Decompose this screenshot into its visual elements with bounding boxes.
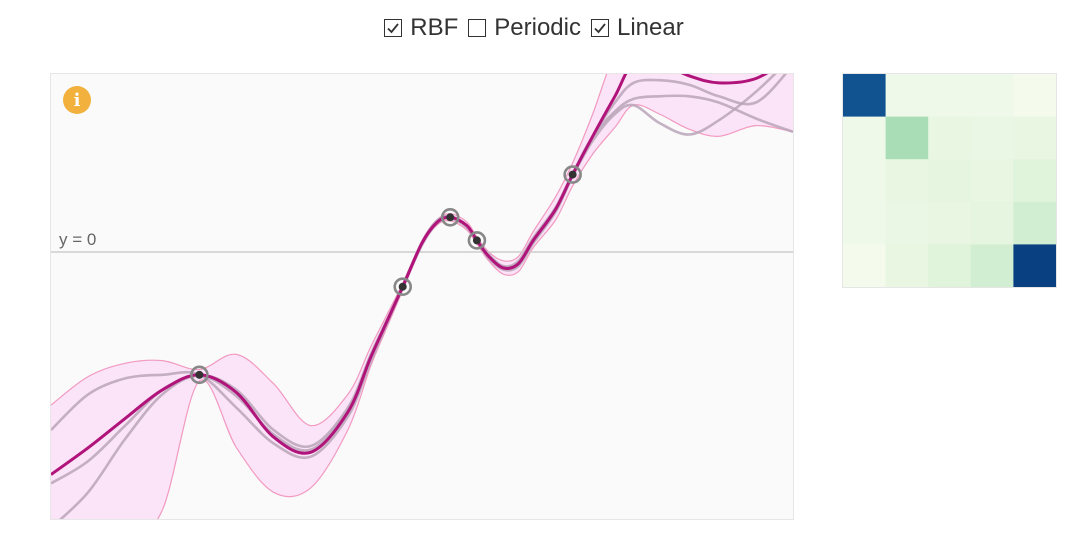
heatmap-cell-2-2 (928, 159, 972, 203)
kernel-toolbar: RBF Periodic Linear (0, 12, 1074, 44)
gp-plot-panel[interactable]: y = 0 i (50, 73, 794, 520)
heatmap-cell-1-0 (843, 116, 887, 160)
heatmap-cell-0-3 (970, 74, 1014, 118)
heatmap-cell-2-1 (885, 159, 929, 203)
info-icon-glyph: i (73, 89, 81, 111)
heatmap-cell-1-4 (1013, 116, 1056, 160)
observation-point-1 (195, 370, 204, 379)
covariance-heatmap (843, 74, 1056, 287)
observation-ring-3 (440, 207, 460, 227)
heatmap-cell-4-0 (843, 244, 887, 287)
info-icon[interactable]: i (63, 86, 91, 114)
checkmark-icon (594, 23, 606, 34)
checkmark-icon (387, 23, 399, 34)
heatmap-cell-3-3 (970, 201, 1014, 245)
confidence-band (51, 74, 793, 519)
heatmap-cell-4-1 (885, 244, 929, 287)
periodic-label: Periodic (494, 14, 581, 41)
heatmap-cell-4-2 (928, 244, 972, 287)
heatmap-cell-3-0 (843, 201, 887, 245)
covariance-heatmap-panel (842, 73, 1057, 288)
rbf-checkbox[interactable] (384, 19, 403, 37)
heatmap-cell-0-0 (843, 74, 887, 118)
heatmap-cell-3-2 (928, 201, 972, 245)
observation-ring-2 (393, 277, 413, 297)
linear-label: Linear (617, 14, 684, 41)
posterior-mean-line (51, 74, 769, 476)
heatmap-cell-2-0 (843, 159, 887, 203)
linear-checkbox[interactable] (591, 19, 609, 37)
observation-point-4 (472, 236, 481, 245)
band-upper-edge (51, 74, 608, 427)
kernel-toggle-periodic[interactable]: Periodic (468, 14, 587, 42)
heatmap-cell-3-1 (885, 201, 929, 245)
heatmap-cell-4-4 (1013, 244, 1056, 287)
heatmap-cell-1-3 (970, 116, 1014, 160)
heatmap-cell-0-2 (928, 74, 972, 118)
heatmap-cell-0-1 (885, 74, 929, 118)
observation-point-2 (398, 282, 407, 291)
observation-ring-5 (563, 165, 582, 184)
periodic-checkbox[interactable] (468, 19, 487, 37)
observation-point-3 (446, 213, 455, 222)
heatmap-cell-4-3 (970, 244, 1014, 287)
kernel-toggle-linear[interactable]: Linear (591, 14, 690, 42)
heatmap-cell-1-1 (885, 116, 929, 160)
heatmap-cell-2-3 (970, 159, 1014, 203)
gp-plot-svg[interactable]: y = 0 (51, 74, 793, 519)
heatmap-cell-3-4 (1013, 201, 1056, 245)
observation-ring-1 (190, 365, 209, 385)
kernel-toggle-rbf[interactable]: RBF (384, 14, 464, 42)
baseline-label: y = 0 (59, 230, 96, 249)
rbf-label: RBF (410, 14, 459, 41)
observation-point-5 (568, 170, 577, 179)
observation-ring-4 (467, 231, 487, 250)
heatmap-cell-0-4 (1013, 74, 1056, 118)
heatmap-cell-1-2 (928, 116, 972, 160)
heatmap-cell-2-4 (1013, 159, 1056, 203)
